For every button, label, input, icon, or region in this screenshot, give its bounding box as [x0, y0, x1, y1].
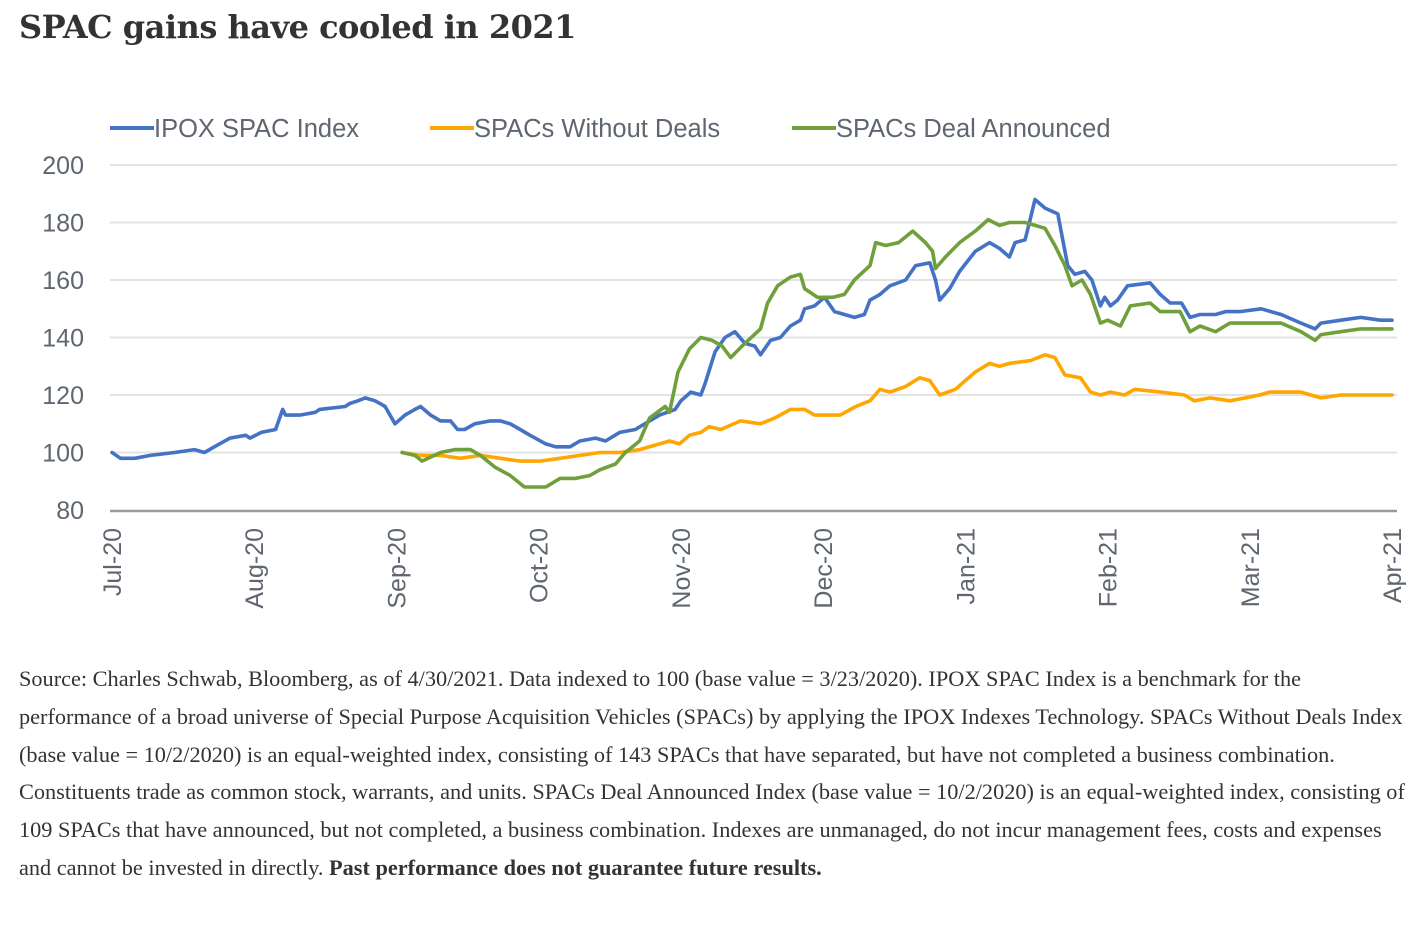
legend-label: SPACs Without Deals — [474, 115, 720, 143]
series-line-spacs-deal-announced — [400, 217, 1394, 489]
y-tick-label: 180 — [42, 210, 84, 238]
series-line-spacs-without-deals — [400, 353, 1394, 463]
page-title: SPAC gains have cooled in 2021 — [19, 8, 576, 46]
x-tick-label: Sep-20 — [383, 528, 411, 609]
y-tick-label: 100 — [42, 440, 84, 468]
legend-label: IPOX SPAC Index — [154, 115, 359, 143]
y-axis-ticks: 80 100 120 140 160 180 200 — [42, 152, 84, 525]
y-tick-label: 160 — [42, 267, 84, 295]
x-tick-label: Mar-21 — [1237, 528, 1265, 607]
x-tick-label: Apr-21 — [1379, 528, 1407, 603]
gridlines — [110, 164, 1397, 454]
x-tick-label: Oct-20 — [526, 528, 554, 603]
line-chart: 80 100 120 140 160 180 200 Jul-20 Aug-20 Sep-20 O… — [42, 115, 1407, 609]
x-tick-label: Aug-20 — [241, 528, 269, 609]
source-caption: Source: Charles Schwab, Bloomberg, as of… — [19, 660, 1414, 887]
caption-disclaimer: Past performance does not guarantee futu… — [329, 854, 822, 880]
x-tick-label: Nov-20 — [668, 528, 696, 609]
x-axis-ticks: Jul-20 Aug-20 Sep-20 Oct-20 Nov-20 Dec-20 Jan-… — [99, 528, 1407, 609]
legend-label: SPACs Deal Announced — [836, 115, 1111, 143]
y-tick-label: 120 — [42, 382, 84, 410]
legend: IPOX SPAC Index SPACs Without Deals SPACs … — [110, 115, 1111, 143]
series-lines — [110, 197, 1394, 489]
x-tick-label: Feb-21 — [1095, 528, 1123, 607]
caption-text: Source: Charles Schwab, Bloomberg, as of… — [19, 666, 1405, 880]
y-tick-label: 80 — [56, 497, 84, 525]
x-tick-label: Jul-20 — [99, 528, 127, 596]
x-tick-label: Dec-20 — [810, 528, 838, 609]
series-line-ipox-spac-index — [110, 197, 1394, 461]
y-tick-label: 200 — [42, 152, 84, 180]
y-tick-label: 140 — [42, 325, 84, 353]
x-tick-label: Jan-21 — [952, 528, 980, 604]
